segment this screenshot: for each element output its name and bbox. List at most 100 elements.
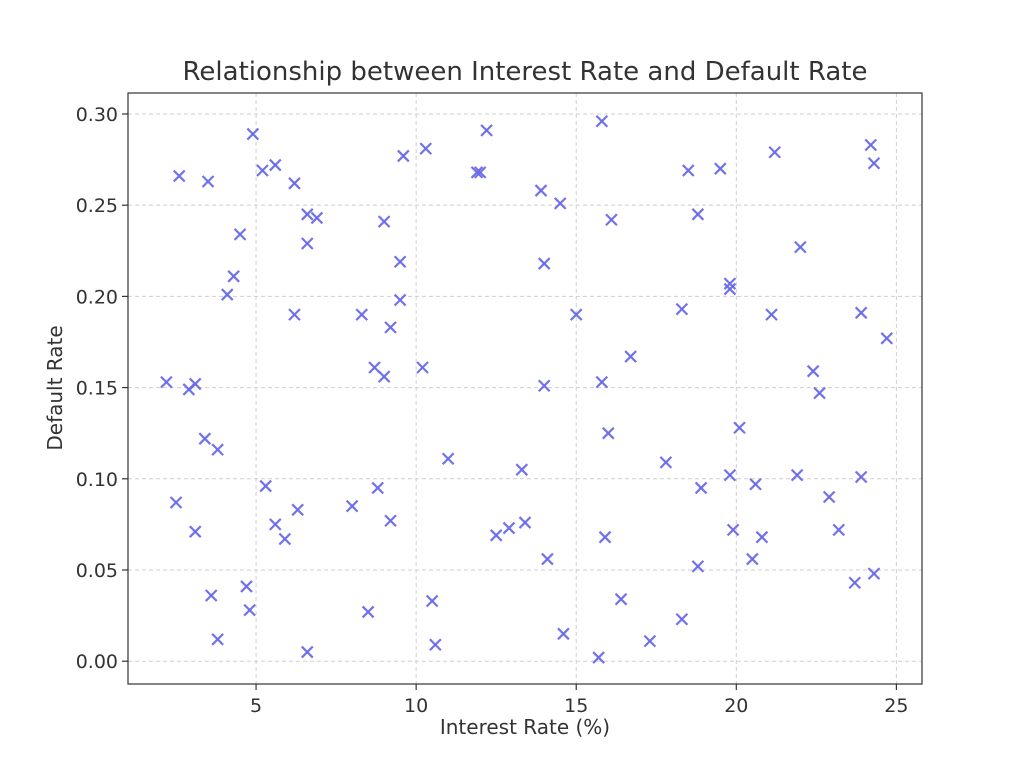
x-axis-label: Interest Rate (%) (440, 715, 610, 739)
data-point (188, 377, 202, 391)
y-tick-label: 0.05 (76, 560, 118, 582)
x-tick-label: 5 (250, 695, 262, 717)
chart-title: Relationship between Interest Rate and D… (183, 57, 868, 87)
data-point (259, 479, 272, 493)
data-point (569, 308, 583, 321)
data-point (211, 443, 224, 456)
ticks-layer: 5 10 15 20 25 0.00 0.05 0.10 0.15 0.20 0.25 0.30 (76, 104, 909, 717)
data-point (502, 521, 516, 535)
data-point (233, 228, 247, 241)
plot-frame (127, 92, 923, 685)
data-point (624, 350, 637, 363)
data-point (694, 481, 708, 495)
data-point (675, 302, 689, 316)
data-point (682, 164, 695, 177)
data-point (169, 496, 183, 509)
data-point (614, 592, 628, 606)
data-point (268, 518, 282, 531)
data-point (246, 127, 260, 141)
data-point (377, 370, 391, 383)
marks-layer (160, 114, 894, 664)
data-point (384, 514, 397, 528)
data-point (643, 634, 657, 648)
data-point (211, 633, 224, 646)
data-point (377, 215, 391, 228)
data-point (723, 282, 737, 296)
data-point (854, 306, 868, 320)
data-point (480, 124, 493, 137)
data-point (416, 361, 429, 374)
y-tick-label: 0.10 (76, 469, 118, 491)
data-point (470, 166, 484, 179)
data-point (768, 146, 782, 159)
data-point (854, 470, 868, 484)
data-point (595, 114, 609, 128)
y-tick-label: 0.30 (76, 104, 118, 126)
data-point (595, 375, 609, 389)
data-point (288, 308, 301, 321)
data-point (172, 169, 186, 183)
data-point (515, 463, 529, 476)
data-point (441, 452, 455, 466)
x-tick-label: 15 (564, 695, 588, 717)
data-point (419, 142, 433, 155)
data-point (397, 149, 410, 163)
data-point (371, 481, 385, 495)
data-point (429, 638, 442, 652)
data-point (393, 255, 407, 269)
data-point (749, 477, 762, 491)
x-tick-label: 20 (724, 695, 748, 717)
data-point (534, 184, 548, 197)
data-point (537, 379, 551, 393)
data-point (393, 293, 407, 307)
data-point (848, 576, 862, 590)
data-point (355, 308, 368, 321)
data-point (227, 270, 240, 283)
data-point (384, 321, 397, 334)
data-point (256, 164, 269, 177)
data-point (864, 138, 878, 152)
data-point (675, 612, 689, 626)
data-point (240, 580, 253, 593)
data-point (243, 603, 256, 617)
grid-layer (128, 93, 922, 684)
data-point (188, 525, 202, 538)
data-point (867, 567, 881, 580)
data-point (518, 516, 532, 529)
data-point (160, 375, 173, 389)
data-point (361, 605, 375, 619)
data-point (592, 651, 605, 664)
data-point (832, 523, 846, 537)
data-point (601, 426, 615, 440)
data-point (723, 277, 737, 290)
data-point (268, 158, 282, 172)
y-tick-label: 0.25 (76, 195, 118, 217)
data-point (541, 552, 554, 566)
data-point (201, 175, 215, 188)
data-point (726, 523, 740, 537)
y-axis-label: Default Rate (43, 325, 67, 450)
data-point (598, 530, 612, 544)
data-point (345, 499, 359, 513)
data-point (746, 552, 759, 566)
data-point (822, 490, 836, 504)
data-point (813, 386, 826, 400)
y-tick-label: 0.00 (76, 651, 118, 673)
data-point (278, 532, 292, 546)
data-point (368, 361, 381, 374)
data-point (301, 237, 314, 250)
data-point (794, 240, 807, 254)
data-point (557, 627, 570, 641)
data-point (723, 468, 737, 482)
data-point (691, 208, 705, 221)
data-point (867, 156, 881, 170)
x-tick-label: 10 (404, 695, 428, 717)
data-point (301, 208, 314, 221)
data-point (489, 529, 503, 542)
data-point (288, 177, 301, 190)
data-point (714, 162, 727, 175)
data-point (659, 456, 673, 469)
data-point (537, 257, 551, 270)
